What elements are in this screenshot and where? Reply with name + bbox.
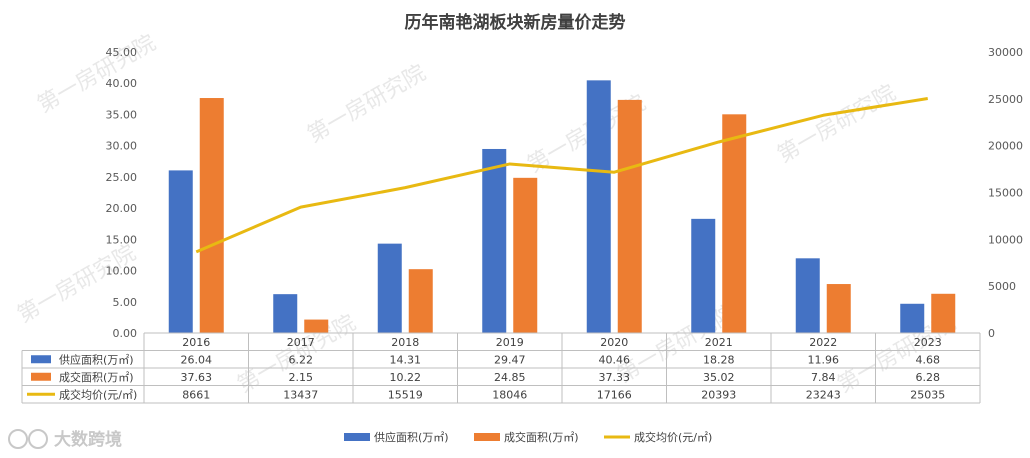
x-tick-label: 2021 — [705, 336, 733, 349]
supply-bar — [377, 243, 402, 333]
legend-label: 成交均价(元/㎡) — [634, 430, 712, 444]
table-cell: 7.84 — [811, 371, 836, 384]
table-cell: 37.33 — [599, 371, 631, 384]
table-cell: 4.68 — [916, 353, 941, 366]
brand-logo: 大数跨境 — [8, 429, 122, 450]
legend-label: 供应面积(万㎡) — [374, 430, 449, 444]
y-left-tick-label: 40.00 — [106, 77, 138, 90]
deal-bar — [304, 319, 329, 333]
y-right-tick-label: 5000 — [988, 280, 1016, 293]
x-tick-label: 2020 — [600, 336, 628, 349]
y-left-tick-label: 5.00 — [113, 296, 138, 309]
table-row-label: 供应面积(万㎡) — [59, 352, 134, 366]
table-cell: 24.85 — [494, 371, 526, 384]
x-tick-label: 2016 — [182, 336, 210, 349]
x-tick-label: 2023 — [914, 336, 942, 349]
legend-key — [344, 433, 370, 441]
logo-text: 大数跨境 — [54, 429, 122, 450]
y-right-tick-label: 20000 — [988, 140, 1023, 153]
table-cell: 18046 — [492, 388, 527, 401]
deal-bar — [617, 99, 642, 333]
x-tick-label: 2017 — [287, 336, 315, 349]
y-right-tick-label: 30000 — [988, 46, 1023, 59]
table-cell: 40.46 — [599, 353, 631, 366]
table-row-label: 成交面积(万㎡) — [59, 370, 134, 384]
table-cell: 29.47 — [494, 353, 526, 366]
y-right-tick-label: 0 — [988, 327, 995, 340]
x-tick-label: 2018 — [391, 336, 419, 349]
table-cell: 13437 — [283, 388, 318, 401]
table-cell: 2.15 — [289, 371, 314, 384]
price-line — [195, 97, 928, 254]
table-cell: 35.02 — [703, 371, 735, 384]
table-legend-key — [31, 372, 51, 381]
table-cell: 18.28 — [703, 353, 735, 366]
table-cell: 37.63 — [181, 371, 213, 384]
watermark-text: 第一房研究院 — [303, 61, 430, 149]
y-left-tick-label: 15.00 — [106, 233, 138, 246]
supply-bar — [900, 303, 925, 333]
watermark-text: 第一房研究院 — [33, 31, 160, 119]
table-cell: 6.28 — [916, 371, 941, 384]
supply-bar — [586, 80, 611, 333]
logo-icon — [8, 429, 28, 449]
chart-title: 历年南艳湖板块新房量价走势 — [405, 12, 626, 33]
legend-label: 成交面积(万㎡) — [504, 430, 579, 444]
table-cell: 25035 — [910, 388, 945, 401]
deal-bar — [408, 269, 433, 333]
supply-bar — [168, 170, 193, 333]
table-legend-key — [31, 355, 51, 364]
logo-icon — [28, 429, 48, 449]
deal-bar — [199, 98, 224, 334]
table-cell: 20393 — [701, 388, 736, 401]
x-tick-label: 2022 — [809, 336, 837, 349]
table-cell: 26.04 — [181, 353, 213, 366]
supply-bar — [482, 148, 507, 333]
y-left-tick-label: 20.00 — [106, 202, 138, 215]
table-row-label: 成交均价(元/㎡) — [59, 387, 137, 401]
y-axis-left: 0.00 5.00 10.00 15.00 20.00 25.00 30.00 35.00 40… — [106, 46, 138, 340]
x-tick-label: 2019 — [496, 336, 524, 349]
y-axis-right: 0 5000 10000 15000 20000 25000 30000 — [988, 46, 1023, 340]
deal-bar — [722, 114, 747, 334]
y-right-tick-label: 25000 — [988, 93, 1023, 106]
table-cell: 8661 — [182, 388, 210, 401]
legend-key — [474, 433, 500, 441]
y-left-tick-label: 25.00 — [106, 171, 138, 184]
y-left-tick-label: 35.00 — [106, 108, 138, 121]
y-left-tick-label: 30.00 — [106, 140, 138, 153]
y-left-tick-label: 0.00 — [113, 327, 138, 340]
deal-bar — [826, 284, 851, 333]
bar-series — [168, 80, 956, 334]
table-cell: 17166 — [597, 388, 632, 401]
table-cell: 15519 — [388, 388, 423, 401]
deal-bar — [931, 293, 956, 333]
deal-bar — [513, 177, 538, 333]
table-cell: 6.22 — [289, 353, 314, 366]
supply-bar — [273, 294, 298, 333]
y-left-tick-label: 10.00 — [106, 265, 138, 278]
y-left-tick-label: 45.00 — [106, 46, 138, 59]
data-table: 2016 2017 2018 2019 2020 2021 2022 2023 供应面积(万㎡)… — [21, 332, 981, 404]
y-right-tick-label: 15000 — [988, 187, 1023, 200]
table-cell: 10.22 — [390, 371, 422, 384]
line-series — [195, 97, 928, 254]
y-right-tick-label: 10000 — [988, 233, 1023, 246]
legend: 供应面积(万㎡) 成交面积(万㎡) 成交均价(元/㎡) — [344, 430, 712, 444]
table-cell: 14.31 — [390, 353, 422, 366]
table-cell: 11.96 — [808, 353, 840, 366]
watermark-text: 第一房研究院 — [13, 241, 140, 329]
supply-bar — [795, 258, 820, 333]
supply-bar — [691, 218, 716, 333]
table-cell: 23243 — [806, 388, 841, 401]
